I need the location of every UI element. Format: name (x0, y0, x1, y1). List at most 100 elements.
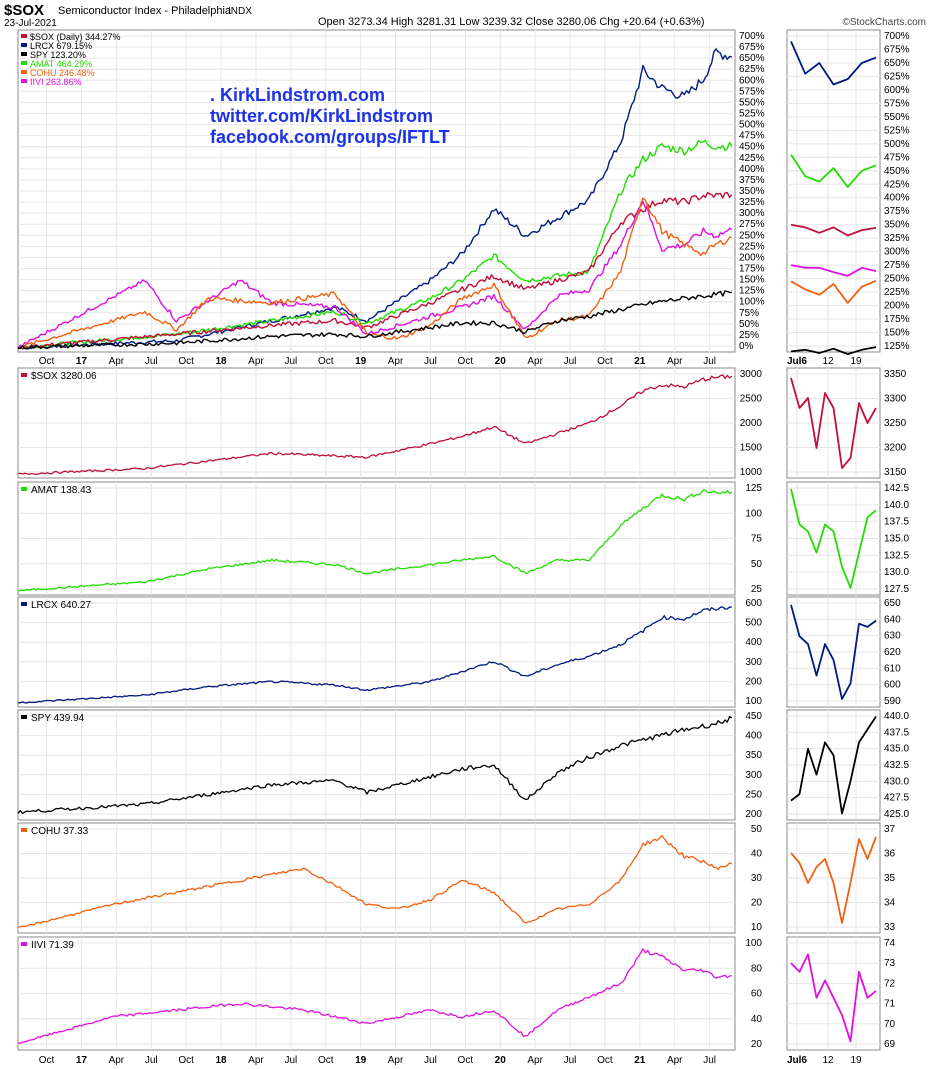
perf-y-tick-label: 325% (739, 197, 765, 208)
perf-zoom-y-tick-label: 500% (884, 139, 910, 150)
spy-zoom-y-tick-label: 437.5 (884, 727, 909, 738)
amat-y-tick-label: 125 (745, 483, 762, 494)
perf-y-tick-label: 525% (739, 109, 765, 120)
perf-zoom-line-sox (790, 223, 877, 237)
iivi-zoom-y-tick-label: 73 (884, 958, 896, 969)
x-tick-label-top: Jul (703, 356, 716, 367)
cohu-zoom-y-tick-label: 36 (884, 849, 896, 860)
cohu-y-tick-label: 10 (751, 922, 763, 933)
iivi-zoom-y-tick-label: 72 (884, 978, 896, 989)
sox-price-line (17, 374, 733, 475)
x-tick-label-bottom: Oct (318, 1055, 334, 1066)
amat-zoom-y-tick-label: 130.0 (884, 567, 909, 578)
header-symbol: $SOX (4, 2, 44, 19)
sox-panel-label: $SOX 3280.06 (31, 371, 97, 382)
zoom-tick-label-bottom: 19 (850, 1055, 862, 1066)
x-tick-label-top: Jul (284, 356, 297, 367)
perf-zoom-y-tick-label: 275% (884, 260, 910, 271)
legend-label-iivi: IIVI 263.86% (30, 77, 82, 87)
lrcx-zoom-y-tick-label: 600 (884, 680, 901, 691)
legend-label-lrcx: LRCX 679.15% (30, 41, 92, 51)
perf-zoom-y-tick-label: 525% (884, 125, 910, 136)
header-date: 23-Jul-2021 (4, 18, 57, 29)
x-tick-label-bottom: 19 (355, 1055, 367, 1066)
perf-y-tick-label: 250% (739, 230, 765, 241)
lrcx-y-tick-label: 300 (745, 657, 762, 668)
legend-swatch-iivi (21, 79, 27, 83)
perf-zoom-y-tick-label: 175% (884, 314, 910, 325)
perf-y-tick-label: 375% (739, 175, 765, 186)
x-tick-label-bottom: 21 (634, 1055, 646, 1066)
perf-zoom-y-tick-label: 675% (884, 44, 910, 55)
x-tick-label-bottom: Apr (667, 1055, 683, 1066)
lrcx-label-swatch (21, 602, 27, 606)
perf-y-tick-label: 650% (739, 53, 765, 64)
perf-zoom-y-tick-label: 300% (884, 247, 910, 258)
perf-y-tick-label: 625% (739, 64, 765, 75)
spy-y-tick-label: 350 (745, 750, 762, 761)
x-tick-label-bottom: Jul (284, 1055, 297, 1066)
perf-line-iivi (17, 200, 733, 349)
perf-y-tick-label: 200% (739, 252, 765, 263)
spy-y-tick-label: 200 (745, 809, 762, 820)
iivi-panel-label: IIVI 71.39 (31, 940, 74, 951)
perf-y-tick-label: 400% (739, 164, 765, 175)
panel-frame-3 (17, 596, 736, 708)
perf-y-tick-label: 575% (739, 86, 765, 97)
zoom-tick-label-bottom: Jul6 (787, 1055, 807, 1066)
x-tick-label-top: Oct (318, 356, 334, 367)
perf-zoom-y-tick-label: 225% (884, 287, 910, 298)
watermark-line-1: twitter.com/KirkLindstrom (210, 106, 433, 126)
legend-label-sox: $SOX (Daily) 344.27% (30, 32, 121, 42)
spy-label-swatch (21, 715, 27, 719)
spy-zoom-y-tick-label: 430.0 (884, 776, 909, 787)
x-tick-label-bottom: Apr (248, 1055, 264, 1066)
cohu-zoom-line (790, 836, 877, 924)
spy-y-tick-label: 400 (745, 731, 762, 742)
perf-y-tick-label: 150% (739, 275, 765, 286)
lrcx-zoom-y-tick-label: 610 (884, 663, 901, 674)
cohu-label-swatch (21, 828, 27, 832)
x-tick-label-top: Jul (145, 356, 158, 367)
cohu-panel-label: COHU 37.33 (31, 826, 89, 837)
perf-y-tick-label: 275% (739, 219, 765, 230)
spy-y-tick-label: 250 (745, 789, 762, 800)
header-brand: ©StockCharts.com (842, 17, 926, 28)
legend-swatch-spy (21, 52, 27, 56)
lrcx-zoom-y-tick-label: 590 (884, 696, 901, 707)
perf-zoom-line-cohu (790, 279, 877, 304)
perf-y-tick-label: 425% (739, 153, 765, 164)
sox-zoom-line (790, 377, 877, 469)
x-tick-label-bottom: Apr (527, 1055, 543, 1066)
lrcx-y-tick-label: 600 (745, 598, 762, 609)
perf-zoom-y-tick-label: 350% (884, 220, 910, 231)
perf-zoom-line-spy (790, 346, 877, 356)
x-tick-label-top: Oct (597, 356, 613, 367)
iivi-zoom-line (790, 953, 877, 1043)
amat-price-line (17, 489, 733, 592)
lrcx-zoom-y-tick-label: 620 (884, 647, 901, 658)
perf-y-tick-label: 450% (739, 142, 765, 153)
x-tick-label-bottom: Oct (178, 1055, 194, 1066)
iivi-y-tick-label: 80 (751, 963, 763, 974)
sox-y-tick-label: 3000 (740, 369, 763, 380)
lrcx-zoom-y-tick-label: 640 (884, 614, 901, 625)
sox-zoom-y-tick-label: 3150 (884, 467, 907, 478)
cohu-y-tick-label: 50 (751, 824, 763, 835)
perf-zoom-y-tick-label: 700% (884, 31, 910, 42)
x-tick-label-bottom: Jul (703, 1055, 716, 1066)
x-tick-label-top: Oct (39, 356, 55, 367)
spy-price-line (17, 715, 733, 815)
amat-zoom-line (790, 488, 877, 589)
perf-y-tick-label: 500% (739, 120, 765, 131)
zoom-tick-label-top: Jul6 (787, 356, 807, 367)
amat-y-tick-label: 100 (745, 508, 762, 519)
amat-label-swatch (21, 487, 27, 491)
amat-y-tick-label: 75 (751, 534, 763, 545)
perf-zoom-y-tick-label: 575% (884, 98, 910, 109)
spy-zoom-y-tick-label: 435.0 (884, 744, 909, 755)
sox-y-tick-label: 1000 (740, 467, 763, 478)
perf-zoom-y-tick-label: 400% (884, 193, 910, 204)
perf-y-tick-label: 350% (739, 186, 765, 197)
x-tick-label-top: Jul (564, 356, 577, 367)
